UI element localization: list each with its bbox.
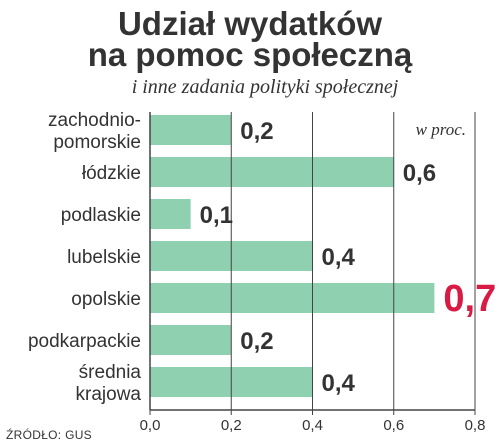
category-label-4: opolskie (71, 289, 141, 310)
category-label-5: podkarpackie (28, 331, 141, 352)
value-label-0: 0,2 (240, 118, 273, 145)
bar-2 (150, 199, 191, 229)
chart-subtitle: i inne zadania polityki społecznej (131, 76, 399, 98)
value-label-1: 0,6 (403, 160, 436, 187)
chart-title-line1: Udział wydatków (117, 5, 383, 42)
x-tick-label-2: 0,4 (302, 417, 323, 434)
value-label-4: 0,7 (443, 278, 496, 320)
x-tick-label-0: 0,0 (140, 417, 161, 434)
bar-0 (150, 115, 232, 145)
value-label-6: 0,4 (322, 370, 356, 397)
category-label-6: średnia krajowa (76, 362, 142, 405)
value-label-2: 0,1 (200, 202, 233, 229)
chart-title-line2: na pomoc społeczną (87, 36, 413, 73)
value-label-3: 0,4 (322, 244, 356, 271)
bar-1 (150, 157, 394, 187)
category-label-1: łódzkie (82, 163, 141, 184)
x-tick-label-1: 0,2 (221, 417, 242, 434)
value-label-5: 0,2 (240, 328, 273, 355)
x-tick-label-4: 0,8 (465, 417, 486, 434)
unit-label: w proc. (416, 120, 466, 139)
x-tick-label-3: 0,6 (383, 417, 404, 434)
source-note: ŹRÓDŁO: GUS (6, 428, 92, 442)
category-label-3: lubelskie (67, 247, 141, 268)
bar-4 (150, 283, 435, 313)
category-label-0: zachodnio-pomorskie (48, 110, 141, 153)
category-label-2: podlaskie (61, 205, 141, 226)
bar-5 (150, 325, 232, 355)
